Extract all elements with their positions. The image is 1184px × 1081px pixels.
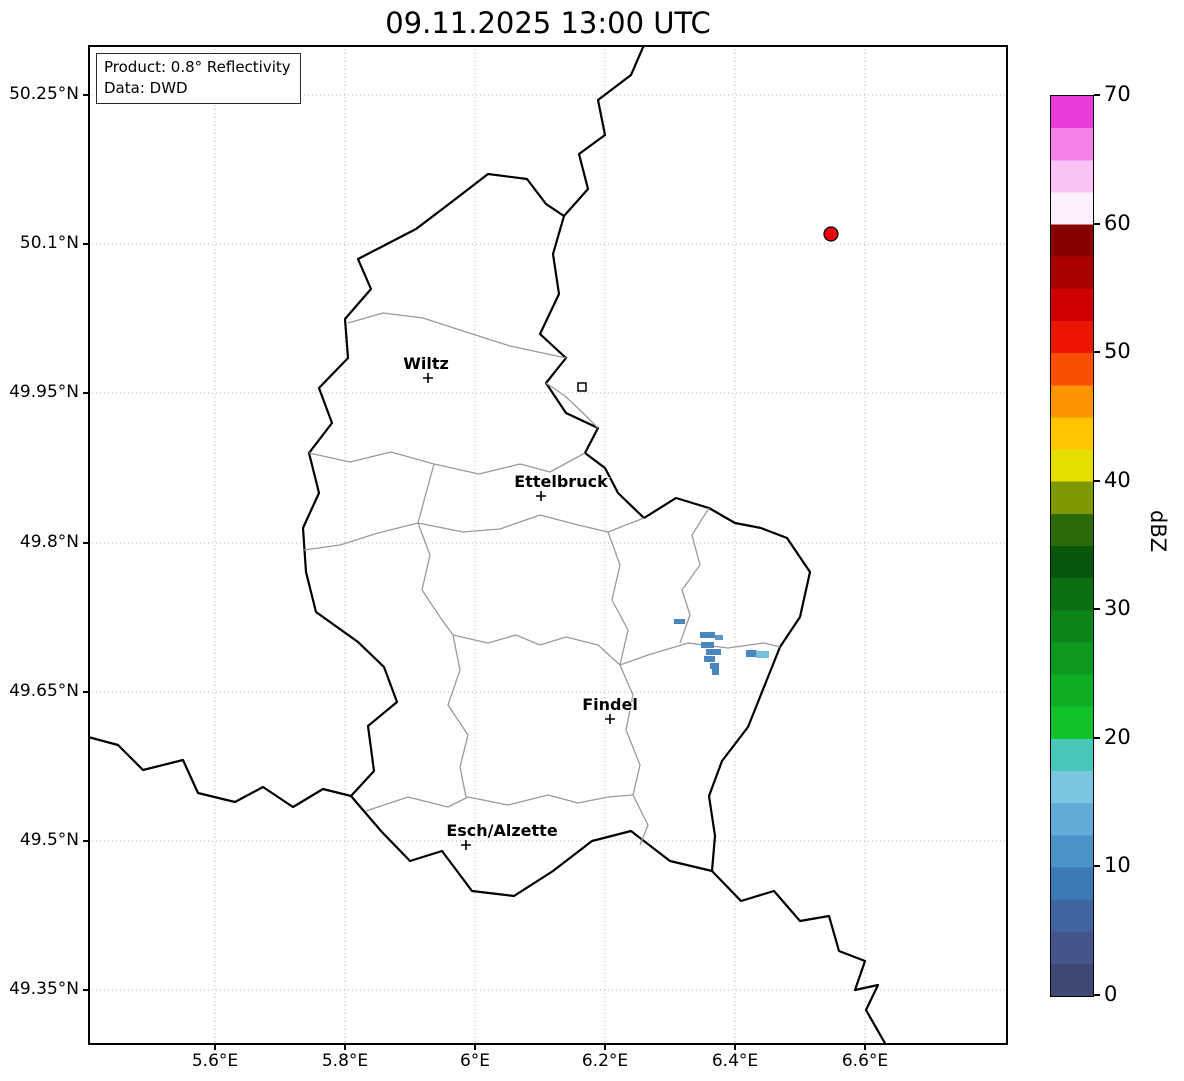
city-marker [536, 491, 546, 501]
colorbar-tick-mark [1094, 994, 1100, 996]
radar-echo [701, 642, 714, 648]
colorbar-tick-label: 40 [1104, 467, 1131, 492]
y-tick-label: 50.25°N [9, 84, 79, 104]
france-germany-border [710, 869, 888, 1045]
city-marker [461, 840, 471, 850]
city-marker [423, 373, 433, 383]
radar-echo [746, 650, 757, 657]
y-tick-mark [83, 542, 88, 544]
radar-echo-layer [674, 619, 769, 675]
y-tick-label: 49.8°N [19, 532, 79, 552]
luxembourg-border [301, 172, 812, 898]
y-tick-label: 49.95°N [9, 382, 79, 402]
colorbar-tick-label: 60 [1104, 210, 1131, 235]
x-tick-label: 6.6°E [841, 1051, 889, 1071]
city-label: Ettelbruck [514, 472, 608, 491]
product-info-box: Product: 0.8° Reflectivity Data: DWD [96, 53, 301, 104]
gridlines [88, 45, 1008, 1045]
radar-site-dot [823, 226, 839, 242]
colorbar-tick-label: 70 [1104, 82, 1131, 106]
radar-echo [674, 619, 685, 624]
city-marker [605, 714, 615, 724]
city-label: Findel [582, 695, 638, 714]
city-label: Wiltz [403, 354, 449, 373]
x-tick-label: 5.6°E [191, 1051, 239, 1071]
district-line [545, 382, 599, 429]
x-tick-mark [474, 1045, 476, 1050]
colorbar-tick-label: 50 [1104, 339, 1131, 364]
x-tick-label: 6.2°E [581, 1051, 629, 1071]
x-tick-mark [344, 1045, 346, 1050]
radar-echo [706, 649, 721, 655]
city-label: Esch/Alzette [446, 821, 558, 840]
district-line [347, 312, 567, 359]
y-tick-mark [83, 94, 88, 96]
district-line [679, 507, 710, 644]
district-line [447, 634, 469, 798]
y-tick-mark [83, 243, 88, 245]
x-tick-label: 5.8°E [321, 1051, 369, 1071]
radar-echo [715, 635, 723, 640]
district-line [303, 514, 645, 551]
x-tick-mark [214, 1045, 216, 1050]
y-tick-label: 50.1°N [19, 233, 79, 253]
radar-echo [704, 656, 715, 662]
colorbar-tick-mark [1094, 608, 1100, 611]
radar-echo [756, 651, 769, 658]
radar-echo [700, 632, 715, 638]
radar-echo [710, 663, 719, 669]
district-line [365, 794, 634, 812]
map-plot: Wiltz Ettelbruck Findel Esch/Alzette Produc… [88, 45, 1008, 1045]
radar-echo [712, 669, 719, 675]
y-tick-mark [83, 392, 88, 394]
border-enclave-square [577, 382, 587, 392]
colorbar-tick-label: 20 [1104, 724, 1131, 749]
y-tick-mark [83, 691, 88, 693]
luxembourg-map: Wiltz Ettelbruck Findel Esch/Alzette [88, 45, 1008, 1045]
belgium-france-border [88, 735, 353, 809]
y-tick-mark [83, 840, 88, 842]
product-line: Product: 0.8° Reflectivity [104, 58, 291, 76]
colorbar-unit-label: dBZ [1146, 510, 1170, 553]
district-line [607, 531, 649, 846]
colorbar-tick-mark [1094, 94, 1100, 96]
x-tick-mark [864, 1045, 866, 1050]
colorbar-tick-label: 10 [1104, 853, 1131, 878]
colorbar-tick-mark [1094, 351, 1100, 354]
colorbar-tick-label: 0 [1104, 982, 1118, 1006]
y-tick-label: 49.5°N [19, 830, 79, 850]
x-tick-mark [604, 1045, 606, 1050]
colorbar-tick-mark [1094, 222, 1100, 225]
country-borders [88, 45, 888, 1045]
x-tick-label: 6°E [459, 1051, 491, 1071]
plot-frame [88, 45, 1008, 1045]
colorbar-tick-mark [1094, 736, 1100, 739]
belgium-germany-border [562, 45, 646, 218]
district-line [452, 634, 621, 666]
radar-site-layer [823, 226, 839, 242]
y-tick-mark [83, 989, 88, 991]
city-layer: Wiltz Ettelbruck Findel Esch/Alzette [402, 353, 639, 850]
x-tick-label: 6.4°E [711, 1051, 759, 1071]
colorbar-tick-mark [1094, 479, 1100, 482]
colorbar [1050, 95, 1094, 997]
colorbar-tick-label: 30 [1104, 596, 1131, 621]
figure-title: 09.11.2025 13:00 UTC [385, 6, 711, 40]
colorbar-tick-mark [1094, 865, 1100, 868]
district-line [417, 463, 454, 636]
y-tick-label: 49.35°N [9, 979, 79, 999]
data-source-line: Data: DWD [104, 79, 188, 97]
x-tick-mark [734, 1045, 736, 1050]
district-line [308, 451, 586, 475]
y-tick-label: 49.65°N [9, 681, 79, 701]
